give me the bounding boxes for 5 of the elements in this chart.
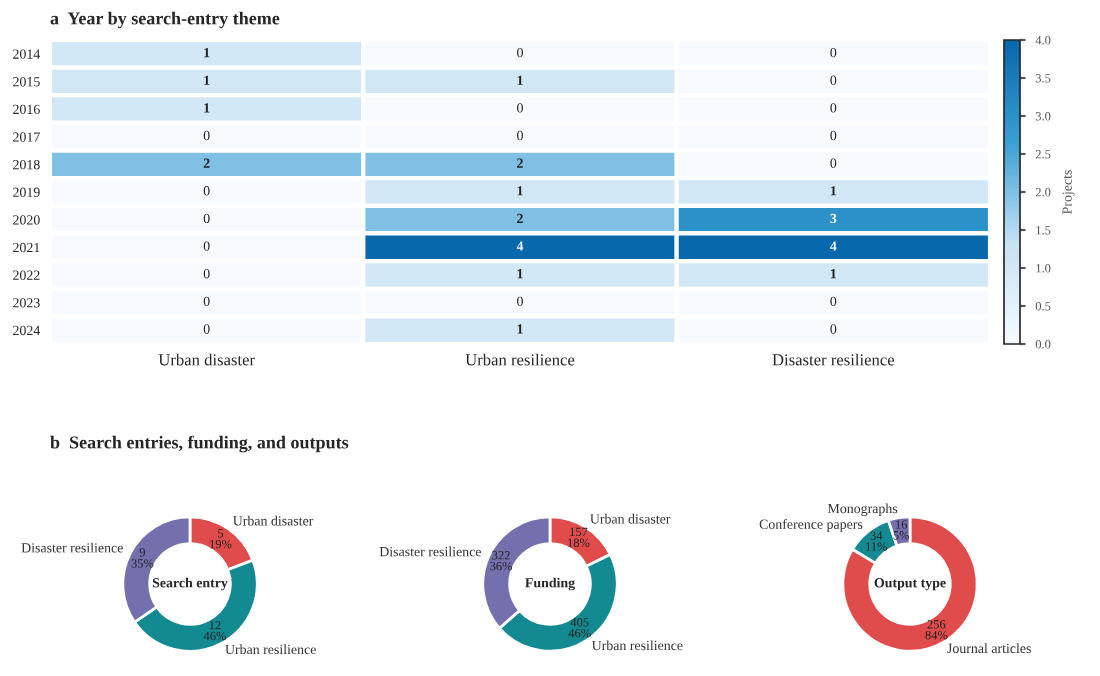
chart-title: a Year by search-entry theme xyxy=(50,11,280,29)
x-tick-label: Urban disaster xyxy=(158,353,255,366)
x-tick-label: Disaster resilience xyxy=(772,353,895,366)
x-tick-label: Urban resilience xyxy=(465,353,575,366)
chart-title: b Search entries, funding, and outputs xyxy=(50,435,349,453)
